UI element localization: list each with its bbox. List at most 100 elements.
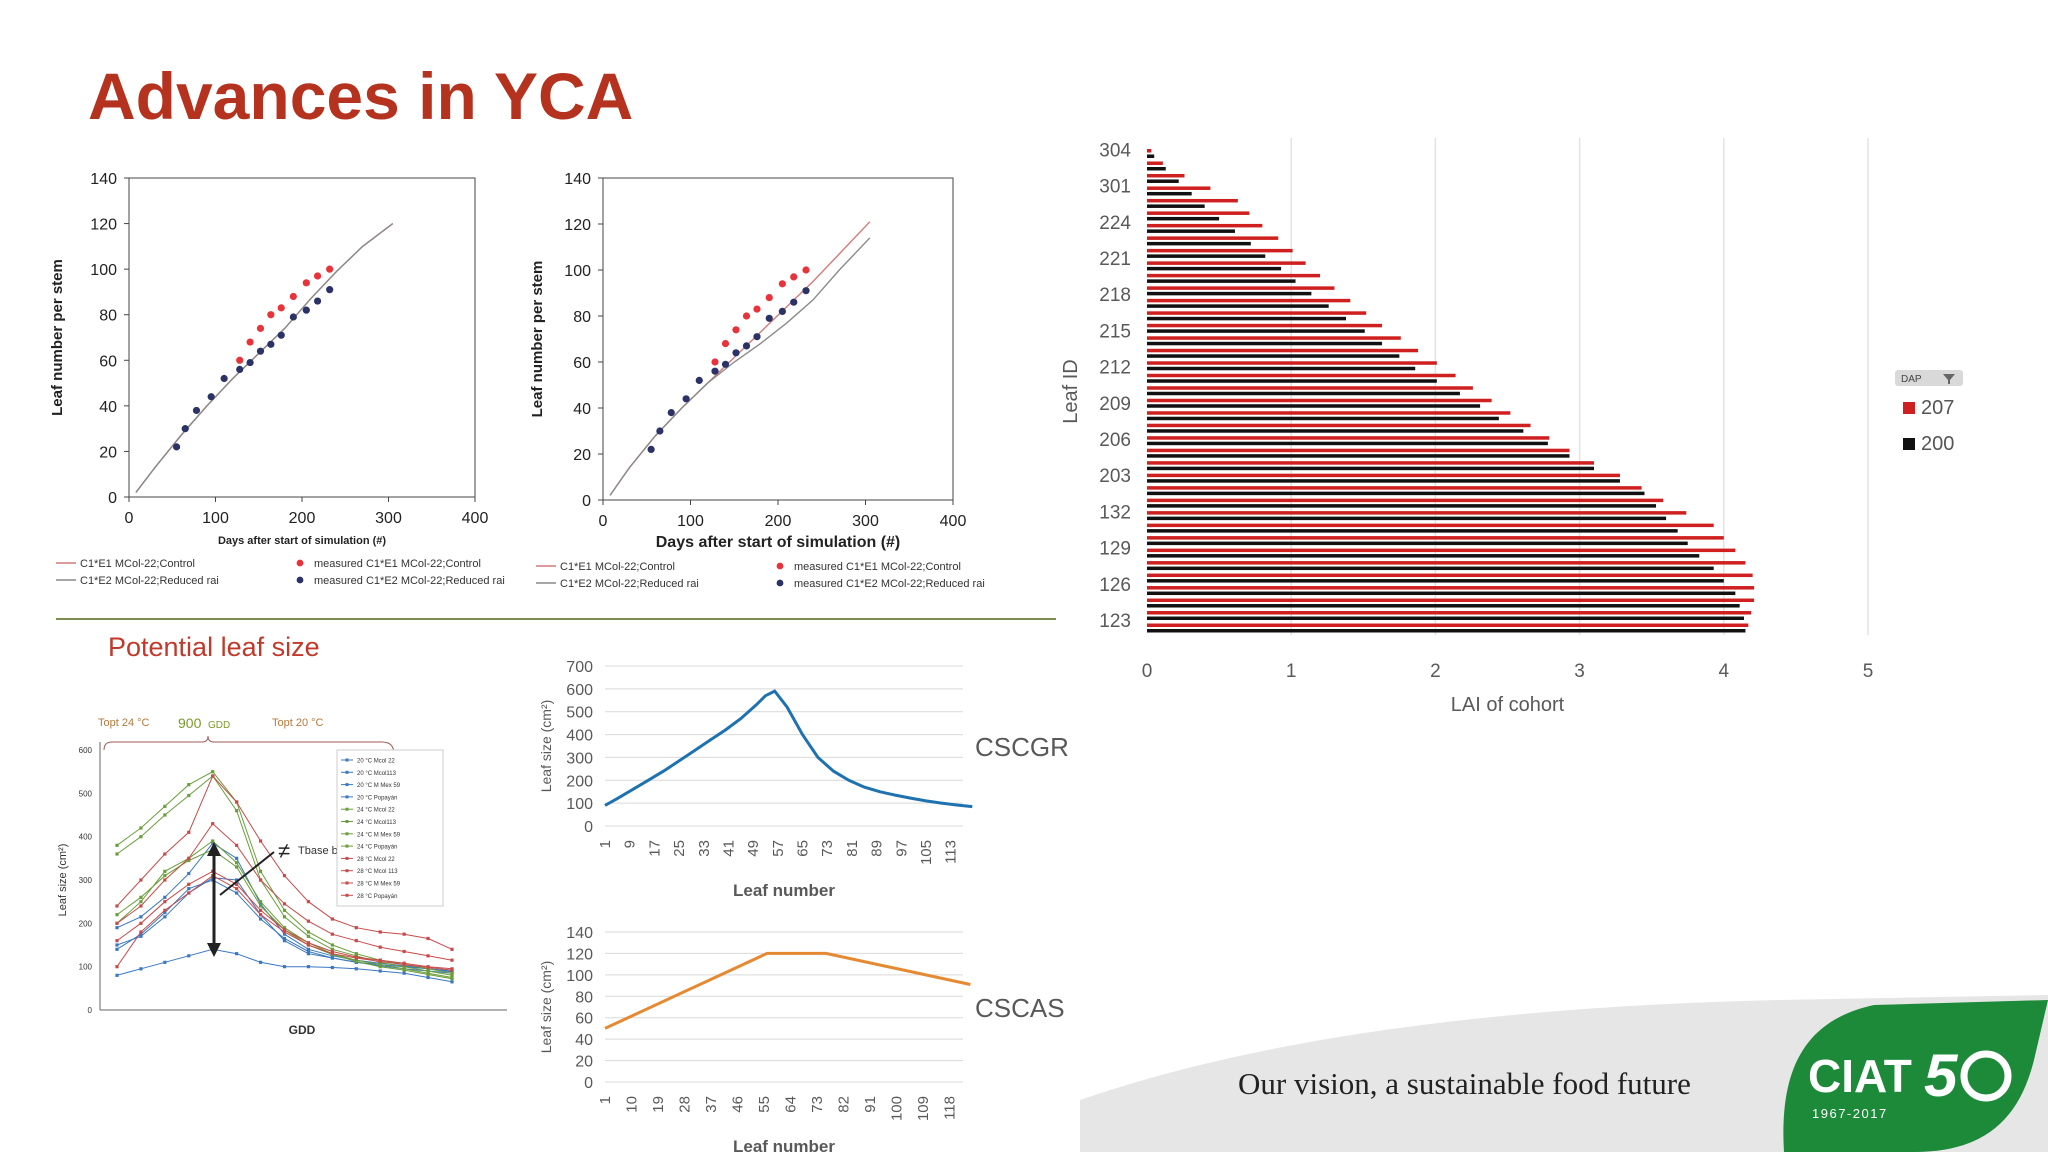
legend-marker [345,869,349,873]
data-point [302,279,310,287]
data-point [235,861,239,865]
data-point [139,915,143,919]
data-point [402,949,406,954]
legend-label: 20 °C M Mex 59 [357,783,401,789]
bar-200 [1147,291,1312,296]
x-tick-label: 25 [671,840,688,857]
bar-200 [1147,554,1700,558]
data-point [163,874,167,878]
data-point [163,908,167,912]
bar-207 [1147,598,1755,603]
cscgr-chart: 0 100 200 300 400 500 600 700 1 9 17 25 33 41 49 57 65 73… [538,659,1069,900]
y-tick-label: 209 [1099,394,1131,415]
data-point [790,273,798,281]
y-tick-label: 218 [1099,285,1131,306]
data-point [289,313,297,321]
data-point [306,919,311,923]
bar-207 [1147,161,1163,165]
data-point [258,908,263,912]
bar-200 [1147,604,1740,608]
data-point [267,311,275,319]
data-point [115,913,119,917]
bar-200 [1147,354,1400,358]
legend-label: measured C1*E1 MCol-22;Control [314,558,481,570]
leaf-number-chart-1: 0 20 40 60 80 100 120 140 0 100 200 300 400 Days afte… [50,171,505,587]
bar-207 [1147,436,1550,440]
data-point [163,910,167,915]
data-point [246,338,254,346]
data-point [236,356,244,364]
bar-200 [1147,516,1667,521]
data-point [426,969,430,973]
gdd-leaf-size-plot: 0 100 200 300 400 500 600 Leaf size (cm²) GDD Top… [57,715,507,1037]
bar-207 [1147,173,1185,178]
x-tick-label: 109 [915,1096,932,1121]
data-point [306,947,311,951]
bar-200 [1147,541,1688,546]
data-point [211,841,215,845]
x-tick-label: 81 [844,840,861,857]
neq-symbol: ≠ [278,838,290,863]
data-point [211,774,215,778]
y-tick-label: 100 [564,263,591,280]
y-tick-label: 20 [99,444,117,461]
bar-200 [1147,441,1548,446]
x-axis-label: Leaf number [733,1137,835,1152]
data-point [235,891,239,895]
x-tick-label: 100 [889,1096,906,1121]
x-tick-label: 57 [770,840,787,857]
series-line [609,237,871,496]
y-tick-label: 129 [1099,539,1131,560]
x-tick-label: 19 [650,1096,667,1113]
x-axis-label: LAI of cohort [1451,694,1565,716]
bar-207 [1147,548,1736,553]
bar-200 [1147,391,1460,396]
legend-label: 20 °C Mcol113 [357,771,397,777]
chart-title: CSCAS [975,993,1065,1023]
data-point [235,865,239,869]
bar-200 [1147,216,1220,221]
data-point [326,286,334,294]
y-tick-label: 120 [566,946,593,963]
y-tick-label: 200 [79,919,93,928]
bar-207 [1147,536,1724,540]
bar-207 [1147,336,1401,340]
data-point [267,340,275,348]
legend-swatch [776,562,784,570]
bar-207 [1147,211,1250,215]
data-point [139,900,143,904]
data-point [258,904,263,908]
bar-200 [1147,416,1499,421]
data-point [207,393,215,401]
bar-207 [1147,273,1321,278]
data-point [721,360,730,368]
legend-label: 207 [1921,397,1954,419]
data-point [139,835,143,839]
y-axis-label: Leaf number per stem [50,259,66,416]
bar-200 [1147,529,1678,533]
data-point [115,947,119,951]
data-point [765,294,773,302]
bar-207 [1147,523,1714,528]
y-tick-label: 200 [566,773,593,790]
topt-right-label: Topt 20 °C [272,717,324,729]
leaf-number-chart-2-plot: 0 20 40 60 80 100 120 140 0 100 200 300 400 Days afte… [530,171,985,590]
topt-left-label: Topt 24 °C [98,717,150,729]
data-point [163,895,167,899]
data-point [258,839,263,843]
bar-207 [1147,373,1456,378]
y-tick-label: 300 [566,750,593,767]
bar-200 [1147,454,1570,458]
x-tick-label: 28 [677,1096,694,1113]
legend-marker [345,844,349,848]
data-point [682,395,690,403]
legend-marker [345,795,349,799]
data-point [378,969,382,973]
data-point [306,941,311,945]
cscas-chart: 0 20 40 60 80 100 120 140 1 10 19 28 37 46 55 64 73 82 91 1… [538,925,1065,1152]
bar-207 [1147,423,1531,428]
data-point [450,977,454,981]
data-point [306,900,311,904]
y-tick-label: 100 [90,262,117,279]
arrow-head-up [207,842,221,856]
